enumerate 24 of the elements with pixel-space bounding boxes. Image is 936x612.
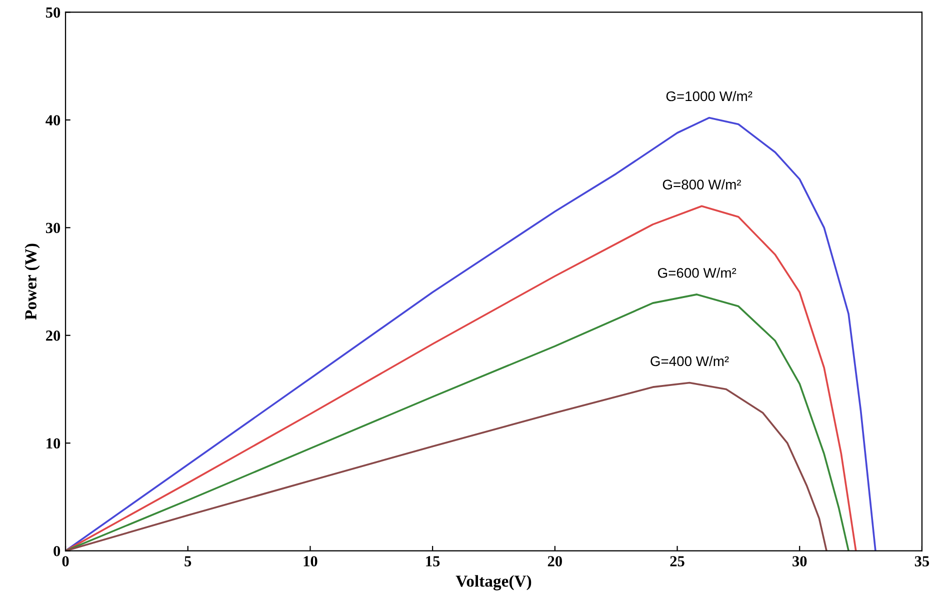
y-tick-label: 30 (46, 222, 60, 234)
x-axis-title: Voltage(V) (456, 575, 532, 590)
series-label: G=600 W/m² (658, 268, 736, 278)
x-tick-label: 10 (304, 556, 318, 566)
x-tick-label: 30 (792, 556, 807, 566)
series-label: G=400 W/m² (650, 356, 729, 366)
line-series (66, 382, 828, 551)
x-tick-label: 20 (548, 556, 562, 566)
y-tick-label: 10 (46, 438, 60, 449)
y-tick-label: 20 (46, 330, 60, 341)
x-tick-label: 5 (184, 556, 192, 566)
line-series (66, 205, 857, 551)
y-tick-label: 50 (46, 7, 60, 18)
y-tick-label: 40 (46, 115, 60, 126)
line-series (66, 116, 876, 551)
y-axis-title: Power (W) (24, 244, 40, 320)
series-label: G=800 W/m² (662, 179, 742, 190)
x-tick-label: 35 (914, 556, 930, 566)
y-tick-label: 0 (54, 546, 60, 556)
x-tick-label: 15 (426, 556, 440, 566)
line-series (66, 294, 850, 551)
x-tick-label: 25 (670, 556, 684, 566)
x-tick-label: 0 (62, 556, 69, 566)
series-label: G=1000 W/m² (666, 90, 752, 102)
